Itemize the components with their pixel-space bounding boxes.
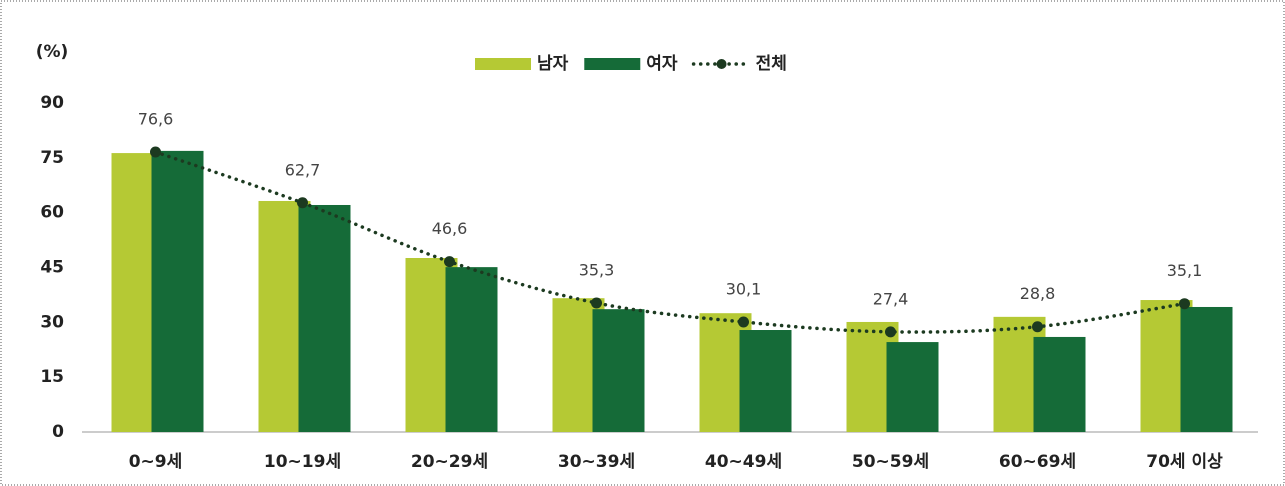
legend-swatch: [584, 58, 641, 70]
data-label: 35,1: [1167, 261, 1203, 280]
point: [1179, 298, 1190, 310]
y-tick-label: 90: [40, 93, 64, 113]
bar: [1033, 336, 1086, 432]
point: [1032, 321, 1043, 333]
bar: [886, 342, 939, 432]
bar: [151, 150, 204, 433]
bar: [592, 309, 645, 432]
point: [444, 256, 455, 268]
point: [738, 316, 749, 328]
bar: [298, 204, 351, 432]
x-tick-label: 40~49세: [705, 452, 782, 472]
point: [297, 197, 308, 209]
y-tick-label: 15: [40, 367, 64, 387]
legend-label: 전체: [756, 54, 787, 74]
data-label: 46,6: [432, 219, 468, 238]
y-tick-label: 0: [52, 422, 64, 442]
data-label: 27,4: [873, 289, 909, 308]
legend-swatch: [475, 58, 531, 70]
y-tick-label: 45: [40, 258, 64, 278]
bar: [445, 267, 498, 432]
legend-label: 여자: [646, 54, 678, 74]
data-label: 28,8: [1020, 284, 1056, 303]
data-label: 30,1: [726, 279, 762, 298]
y-tick-label: 75: [40, 148, 64, 168]
x-tick-label: 50~59세: [852, 452, 929, 472]
y-tick-label: 60: [40, 203, 64, 223]
legend-swatch: [716, 59, 727, 69]
x-tick-label: 0~9세: [129, 452, 183, 472]
bar: [739, 330, 792, 432]
data-label: 62,7: [285, 160, 321, 179]
x-tick-label: 10~19세: [264, 452, 341, 472]
x-tick-label: 70세 이상: [1146, 452, 1223, 472]
data-label: 35,3: [579, 260, 615, 279]
x-tick-label: 60~69세: [999, 452, 1076, 472]
point: [591, 297, 602, 309]
legend-label: 남자: [537, 54, 569, 74]
point: [150, 146, 161, 158]
point: [885, 326, 896, 338]
x-tick-label: 20~29세: [411, 452, 488, 472]
data-label: 76,6: [138, 109, 174, 128]
line: [153, 150, 1187, 334]
x-tick-label: 30~39세: [558, 452, 635, 472]
y-tick-label: 30: [40, 312, 64, 332]
bar: [1180, 306, 1233, 432]
y-axis-label: (%): [36, 42, 69, 62]
